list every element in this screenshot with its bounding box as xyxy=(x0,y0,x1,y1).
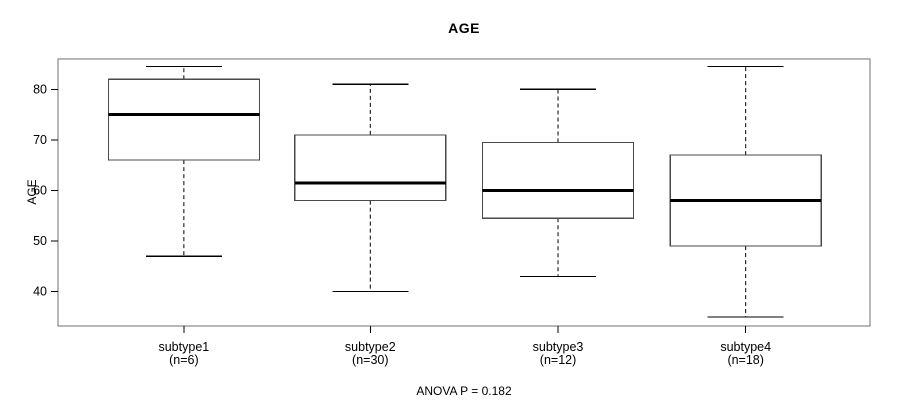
y-tick-label: 50 xyxy=(33,234,47,248)
plot-frame xyxy=(57,58,871,327)
x-tick-sublabel: (n=12) xyxy=(540,353,576,367)
y-tick-label: 60 xyxy=(33,183,47,197)
boxplot-group-subtype3: subtype3(n=12) xyxy=(481,88,635,367)
x-tick-label: subtype4 xyxy=(720,340,771,354)
iqr-box xyxy=(107,78,260,161)
x-tick-label: subtype3 xyxy=(533,340,584,354)
iqr-box xyxy=(481,141,635,219)
boxplot-group-subtype2: subtype2(n=30) xyxy=(294,83,447,367)
x-tick-label: subtype2 xyxy=(345,340,396,354)
chart-title: AGE xyxy=(448,20,480,36)
anova-annotation: ANOVA P = 0.182 xyxy=(416,384,512,398)
iqr-box xyxy=(294,134,447,202)
x-tick-sublabel: (n=6) xyxy=(169,353,199,367)
x-tick-label: subtype1 xyxy=(158,340,209,354)
y-tick-label: 40 xyxy=(33,285,47,299)
y-tick-label: 70 xyxy=(33,133,47,147)
x-tick-sublabel: (n=30) xyxy=(352,353,388,367)
boxplot-group-subtype4: subtype4(n=18) xyxy=(669,65,822,367)
y-tick-label: 80 xyxy=(33,82,47,96)
x-tick-sublabel: (n=18) xyxy=(727,353,763,367)
boxplot-group-subtype1: subtype1(n=6) xyxy=(107,65,260,367)
